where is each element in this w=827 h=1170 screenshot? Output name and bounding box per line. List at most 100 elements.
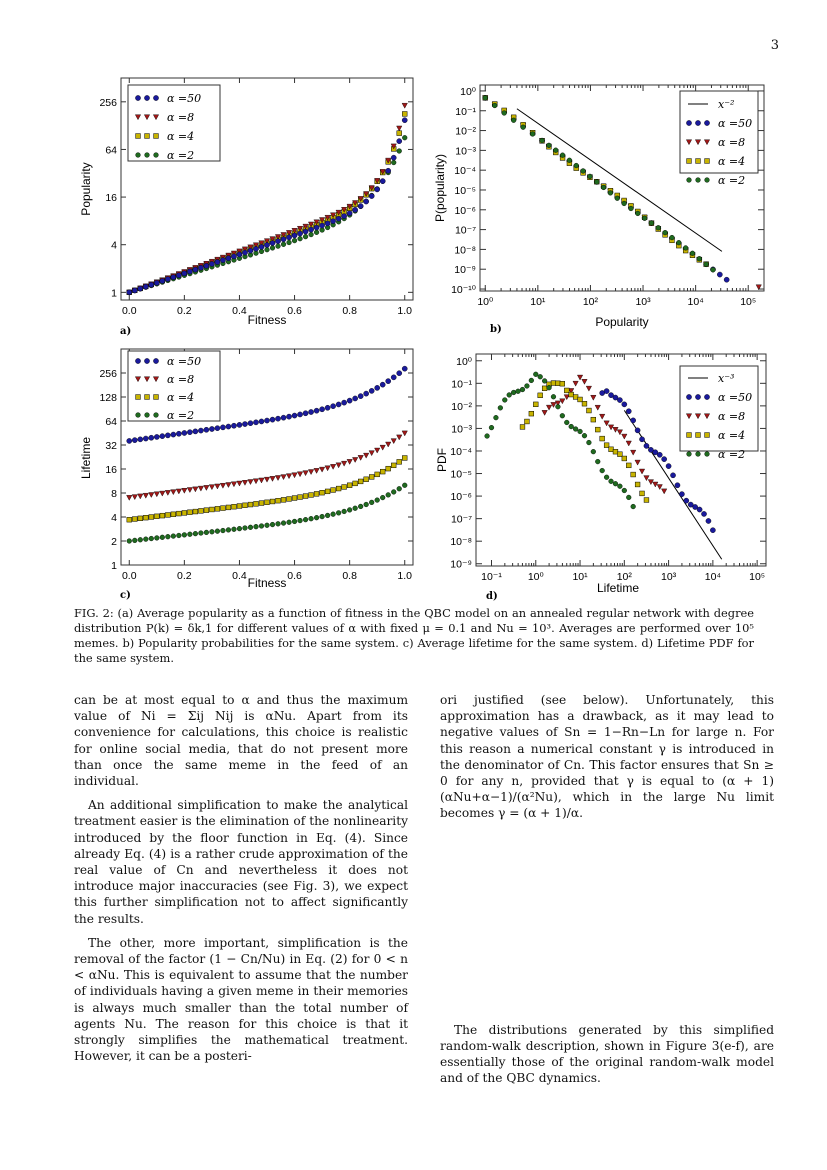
data-point (181, 270, 188, 277)
data-point (352, 505, 358, 511)
data-point (170, 274, 177, 280)
data-point (275, 498, 281, 504)
data-point (638, 468, 646, 475)
data-point (363, 501, 369, 508)
data-point (236, 526, 243, 532)
data-point (363, 476, 369, 482)
data-point (291, 495, 298, 501)
data-point (600, 184, 607, 191)
legend-marker (135, 152, 141, 158)
data-point (192, 486, 199, 493)
legend-entry: α =2 (167, 149, 194, 162)
data-point (220, 505, 226, 511)
data-point (357, 393, 364, 399)
data-point (539, 137, 545, 144)
data-point (363, 452, 370, 459)
data-point (170, 533, 176, 539)
data-point (198, 264, 204, 271)
data-point (363, 390, 369, 397)
y-tick-label: 10⁻¹ (451, 378, 472, 390)
panel-c: 0.0 0.2 0.4 0.6 0.8 1.0 1 2 4 8 16 32 64 128 256 α =50… (79, 343, 425, 603)
data-point (187, 531, 193, 537)
x-axis-label: Lifetime (597, 581, 639, 595)
data-point (630, 471, 636, 478)
x-tick-label: 0.8 (342, 570, 357, 582)
data-point (546, 404, 553, 411)
data-point (390, 374, 397, 381)
data-point (603, 388, 610, 394)
data-point (280, 474, 287, 481)
data-point (396, 130, 402, 136)
x-tick-label: 10³ (661, 571, 677, 583)
data-point (236, 251, 243, 258)
x-tick-label: 0.0 (122, 570, 137, 582)
data-point (264, 499, 270, 505)
data-point (568, 423, 574, 430)
data-point (181, 430, 188, 436)
data-point (559, 152, 566, 158)
data-point (696, 256, 702, 262)
data-point (274, 234, 282, 240)
data-point (669, 234, 675, 241)
data-point (617, 397, 623, 403)
data-point (630, 417, 636, 424)
data-point (369, 499, 375, 505)
data-point (291, 232, 298, 239)
legend-marker (152, 376, 160, 383)
legend-marker (695, 451, 701, 457)
data-point (308, 516, 314, 522)
y-tick-label: 64 (105, 144, 117, 156)
data-point (253, 524, 259, 530)
data-point (572, 380, 579, 387)
data-point (252, 478, 260, 485)
panel-d: 10⁻¹ 10⁰ 10¹ 10² 10³ 10⁴ 10⁵ 10⁻⁹ 10⁻⁸ 10⁻⁷ 10⁻⁶ 10… (430, 343, 775, 603)
data-point (665, 463, 672, 469)
data-point (197, 485, 204, 492)
y-tick-label: 16 (105, 192, 117, 204)
data-point (269, 245, 276, 251)
data-point (209, 506, 215, 513)
legend-marker (153, 133, 159, 139)
legend-marker (144, 394, 150, 400)
data-point (374, 178, 381, 184)
data-point (692, 504, 698, 510)
data-point (676, 240, 682, 246)
panel-label: b) (490, 324, 502, 335)
data-point (586, 439, 592, 446)
data-point (274, 475, 282, 481)
data-point (308, 226, 314, 233)
data-point (656, 452, 663, 458)
data-point (346, 210, 353, 216)
x-tick-label: 0.2 (177, 305, 192, 317)
data-point (656, 484, 663, 490)
data-point (280, 497, 287, 503)
data-point (550, 394, 557, 400)
data-point (679, 491, 685, 497)
panel-a: 0.0 0.2 0.4 0.6 0.8 1.0 1 4 16 64 256 α =50 α =8 α =… (79, 72, 425, 337)
data-point (396, 459, 402, 465)
data-point (683, 245, 689, 251)
data-point (137, 515, 143, 521)
legend-marker (685, 413, 693, 420)
data-point (148, 281, 155, 288)
y-tick-label: 10⁻³ (451, 423, 472, 435)
legend-marker (686, 177, 692, 183)
legend-entry: α =8 (167, 373, 194, 386)
data-point (537, 392, 543, 398)
data-point (137, 436, 144, 443)
data-point (621, 401, 628, 408)
data-point (242, 249, 248, 256)
data-point (608, 478, 614, 484)
data-point (634, 459, 641, 466)
data-point (385, 465, 391, 472)
data-point (604, 474, 610, 480)
data-point (336, 510, 342, 516)
legend-marker (695, 394, 701, 400)
data-point (553, 147, 559, 153)
data-point (302, 234, 309, 240)
data-point (385, 167, 392, 174)
data-point (269, 521, 276, 528)
data-point (308, 221, 315, 228)
data-point (203, 263, 210, 269)
data-point (280, 241, 287, 247)
